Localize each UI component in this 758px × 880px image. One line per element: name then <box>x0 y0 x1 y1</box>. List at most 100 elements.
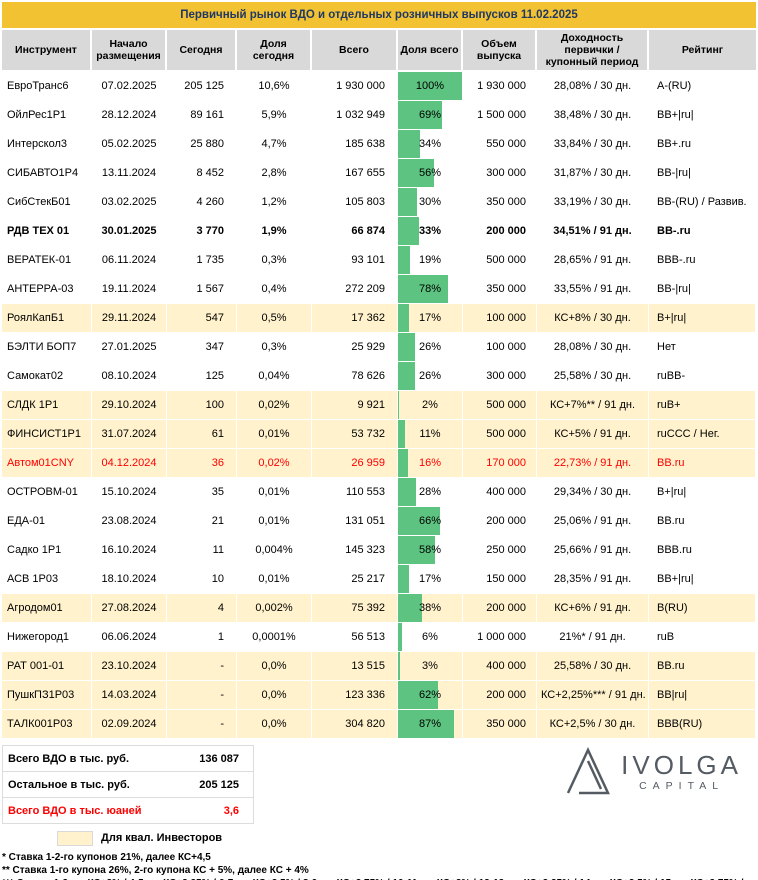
share-total-bar <box>398 507 441 535</box>
cell-rating: B(RU) <box>649 594 756 623</box>
cell-instrument: АСВ 1Р03 <box>2 565 92 594</box>
cell-today: 21 <box>167 507 237 536</box>
share-total-label: 17% <box>418 312 442 324</box>
table-body: ЕвроТранс6 07.02.2025 205 125 10,6% 1 93… <box>2 72 756 739</box>
cell-share-total: 33% <box>398 217 463 246</box>
cell-rating: BB|ru| <box>649 681 756 710</box>
cell-rating: B+|ru| <box>649 304 756 333</box>
table-row: ПушкПЗ1Р03 14.03.2024 - 0,0% 123 336 62%… <box>2 681 756 710</box>
share-total-bar <box>398 275 448 303</box>
cell-volume: 400 000 <box>463 478 537 507</box>
cell-share-total: 58% <box>398 536 463 565</box>
cell-share-total: 78% <box>398 275 463 304</box>
col-header-volume: Объем выпуска <box>463 30 537 72</box>
header-row: Инструмент Начало размещения Сегодня Дол… <box>2 30 756 72</box>
share-total-label: 62% <box>418 689 442 701</box>
cell-share-total: 16% <box>398 449 463 478</box>
cell-share-today: 1,2% <box>237 188 312 217</box>
cell-instrument: ОСТРОВМ-01 <box>2 478 92 507</box>
logo-subtitle: CAPITAL <box>639 779 725 792</box>
cell-share-today: 0,0% <box>237 652 312 681</box>
cell-start-date: 15.10.2024 <box>92 478 167 507</box>
cell-yield: КС+2,5% / 30 дн. <box>537 710 649 739</box>
cell-today: 11 <box>167 536 237 565</box>
share-total-label: 28% <box>418 486 442 498</box>
table-row: ОСТРОВМ-01 15.10.2024 35 0,01% 110 553 2… <box>2 478 756 507</box>
cell-yield: КС+7%** / 91 дн. <box>537 391 649 420</box>
cell-total: 25 217 <box>312 565 398 594</box>
cell-instrument: АНТЕРРА-03 <box>2 275 92 304</box>
cell-today: 125 <box>167 362 237 391</box>
share-total-label: 34% <box>418 138 442 150</box>
cell-instrument: Садко 1Р1 <box>2 536 92 565</box>
cell-yield: 29,34% / 30 дн. <box>537 478 649 507</box>
cell-instrument: РАТ 001-01 <box>2 652 92 681</box>
col-header-rating: Рейтинг <box>649 30 756 72</box>
cell-volume: 400 000 <box>463 652 537 681</box>
qualified-investors-swatch <box>57 830 93 846</box>
cell-rating: B+|ru| <box>649 478 756 507</box>
cell-total: 185 638 <box>312 130 398 159</box>
cell-today: 36 <box>167 449 237 478</box>
cell-instrument: Агродом01 <box>2 594 92 623</box>
cell-today: 1 567 <box>167 275 237 304</box>
cell-today: - <box>167 710 237 739</box>
cell-instrument: Автом01CNY <box>2 449 92 478</box>
cell-total: 167 655 <box>312 159 398 188</box>
share-total-label: 78% <box>418 283 442 295</box>
table-row: Садко 1Р1 16.10.2024 11 0,004% 145 323 5… <box>2 536 756 565</box>
cell-start-date: 28.12.2024 <box>92 101 167 130</box>
cell-today: 35 <box>167 478 237 507</box>
cell-share-today: 0,01% <box>237 420 312 449</box>
share-total-label: 87% <box>418 718 442 730</box>
cell-today: - <box>167 681 237 710</box>
summary-value: 3,6 <box>223 804 239 817</box>
cell-share-today: 0,02% <box>237 391 312 420</box>
cell-yield: 28,35% / 91 дн. <box>537 565 649 594</box>
cell-instrument: БЭЛТИ БОП7 <box>2 333 92 362</box>
cell-share-total: 19% <box>398 246 463 275</box>
cell-share-total: 87% <box>398 710 463 739</box>
cell-share-today: 0,3% <box>237 333 312 362</box>
cell-share-today: 0,4% <box>237 275 312 304</box>
cell-total: 17 362 <box>312 304 398 333</box>
cell-yield: 31,87% / 30 дн. <box>537 159 649 188</box>
cell-start-date: 06.06.2024 <box>92 623 167 652</box>
cell-share-total: 56% <box>398 159 463 188</box>
cell-share-total: 69% <box>398 101 463 130</box>
share-total-label: 17% <box>418 573 442 585</box>
cell-instrument: СибСтекБ01 <box>2 188 92 217</box>
cell-rating: BB-.ru <box>649 217 756 246</box>
cell-rating: ruB <box>649 623 756 652</box>
table-row: РДВ ТЕХ 01 30.01.2025 3 770 1,9% 66 874 … <box>2 217 756 246</box>
cell-instrument: Интерскол3 <box>2 130 92 159</box>
cell-share-total: 17% <box>398 565 463 594</box>
share-total-bar <box>398 449 409 477</box>
cell-share-total: 3% <box>398 652 463 681</box>
summary-label: Остальное в тыс. руб. <box>8 778 130 791</box>
share-total-label: 19% <box>418 254 442 266</box>
cell-share-today: 0,04% <box>237 362 312 391</box>
cell-today: 89 161 <box>167 101 237 130</box>
share-total-bar <box>398 188 418 216</box>
share-total-bar <box>398 362 415 390</box>
summary-value: 136 087 <box>199 752 239 765</box>
cell-today: 1 735 <box>167 246 237 275</box>
cell-share-today: 0,004% <box>237 536 312 565</box>
cell-start-date: 03.02.2025 <box>92 188 167 217</box>
cell-today: 8 452 <box>167 159 237 188</box>
cell-instrument: ЕДА-01 <box>2 507 92 536</box>
cell-share-total: 28% <box>398 478 463 507</box>
cell-total: 110 553 <box>312 478 398 507</box>
cell-start-date: 29.11.2024 <box>92 304 167 333</box>
cell-yield: 25,06% / 91 дн. <box>537 507 649 536</box>
cell-start-date: 29.10.2024 <box>92 391 167 420</box>
cell-yield: КС+2,25%*** / 91 дн. <box>537 681 649 710</box>
share-total-bar <box>398 594 423 622</box>
cell-instrument: РДВ ТЕХ 01 <box>2 217 92 246</box>
cell-share-today: 0,01% <box>237 507 312 536</box>
cell-today: 347 <box>167 333 237 362</box>
cell-share-today: 0,5% <box>237 304 312 333</box>
cell-rating: BB+|ru| <box>649 101 756 130</box>
cell-volume: 170 000 <box>463 449 537 478</box>
